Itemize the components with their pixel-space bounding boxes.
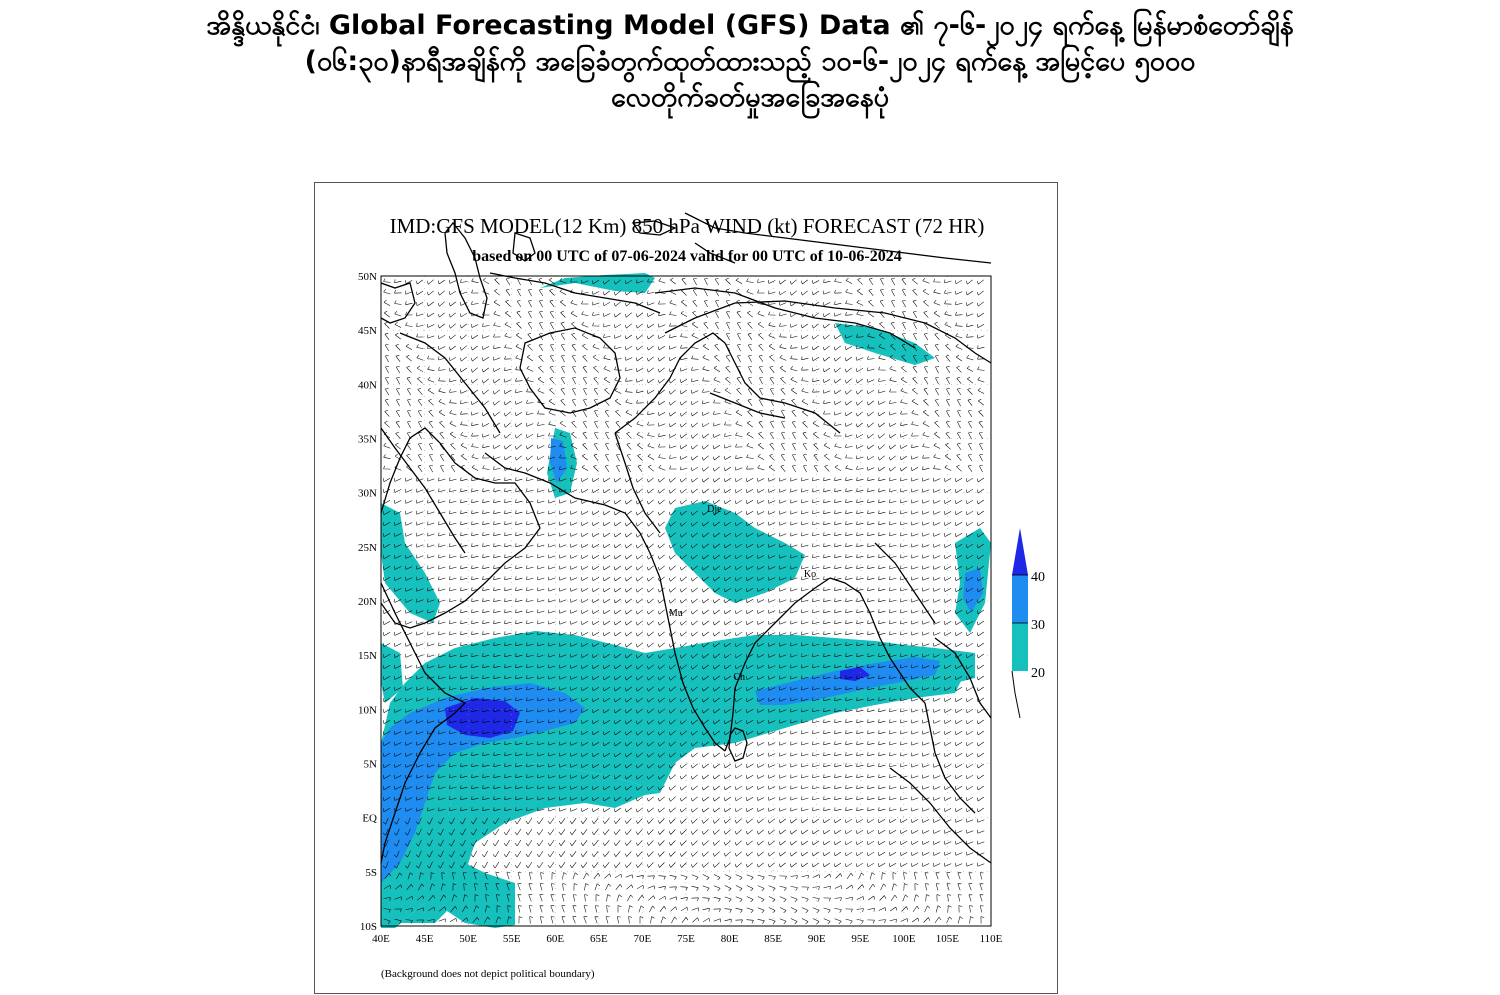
page-heading: အိန္ဒိယနိုင်ငံ၊ Global Forecasting Model… (0, 8, 1500, 116)
shade-20kt-gangetic (665, 501, 805, 603)
coast-myanmar (829, 577, 926, 704)
coastlines (380, 212, 992, 864)
lon-label: 80E (721, 933, 739, 945)
coast-india-north (614, 332, 841, 434)
lon-label: 110E (980, 933, 1003, 945)
lon-label: 65E (590, 933, 608, 945)
city-label: Mu (669, 608, 683, 619)
lat-label: 40N (358, 379, 377, 391)
coast-india-interior (614, 432, 661, 534)
legend-swatch-30 (1012, 575, 1028, 623)
lat-label: 30N (358, 488, 377, 500)
lon-label: 100E (892, 933, 916, 945)
shade-30kt-bay-of-bengal (755, 657, 940, 705)
lon-label: 40E (372, 933, 390, 945)
plot-area: Dje Ko Mu Ch (380, 212, 992, 928)
coast-afghanistan (519, 327, 621, 414)
coast-central-asia (489, 272, 661, 314)
lon-label: 45E (416, 933, 434, 945)
plot-border (380, 275, 992, 927)
shade-20kt-patch-west-coast (381, 643, 403, 703)
legend-tail (1011, 670, 1021, 719)
city-label: Ch (733, 672, 745, 683)
coast-sri-lanka (728, 727, 748, 762)
city-labels: Dje Ko Mu Ch (669, 504, 816, 683)
lon-label: 70E (634, 933, 652, 945)
wind-forecast-map: IMD:GFS MODEL(12 Km) 850 hPa WIND (kt) F… (314, 182, 1058, 994)
shade-20kt-patch-north (540, 273, 655, 293)
lat-label: EQ (362, 813, 377, 825)
lat-label: 15N (358, 650, 377, 662)
city-label: Dje (707, 504, 722, 515)
lat-label: 10S (360, 921, 377, 933)
lat-label: 45N (358, 325, 377, 337)
shade-40kt-core (445, 698, 520, 738)
lon-label: 55E (503, 933, 521, 945)
lon-label: 105E (936, 933, 960, 945)
coast-indochina-interior (874, 542, 936, 624)
latitude-labels: 50N 45N 40N 35N 30N 25N 20N 15N 10N 5N EQ 5S 10S (358, 271, 377, 933)
lat-label: 20N (358, 596, 377, 608)
shade-20kt-patch-iran (381, 503, 440, 623)
coast-nepal (709, 392, 786, 419)
lon-label: 95E (851, 933, 869, 945)
lat-lon-grid (381, 276, 991, 926)
coast-northeast (694, 242, 736, 264)
coast-caspian (444, 221, 488, 319)
heading-line-2: (၀၆:၃၀)နာရီအချိန်ကို အခြေခံတွက်ထုတ်ထားသည… (304, 46, 1196, 77)
lon-label: 85E (764, 933, 782, 945)
map-canvas: IMD:GFS MODEL(12 Km) 850 hPa WIND (kt) F… (358, 212, 1045, 980)
lat-label: 50N (358, 271, 377, 283)
shade-30kt-patch-north (550, 438, 567, 483)
coast-mongolia (684, 212, 992, 264)
coast-aral (512, 232, 536, 262)
lat-label: 35N (358, 434, 377, 446)
lat-label: 25N (358, 542, 377, 554)
lon-label: 90E (808, 933, 826, 945)
wind-barbs (382, 277, 985, 925)
map-title: IMD:GFS MODEL(12 Km) 850 hPa WIND (kt) F… (390, 214, 985, 238)
city-label: Ko (804, 569, 816, 580)
wind-barb-field (382, 277, 985, 925)
coast-malay (924, 702, 976, 814)
lat-label: 5N (364, 759, 378, 771)
coast-red-sea (380, 427, 466, 554)
coast-arabia (380, 427, 541, 629)
legend-swatch-40 (1012, 528, 1028, 575)
legend-label-40: 40 (1031, 570, 1045, 585)
coast-east-africa (380, 582, 467, 864)
legend-label-20: 20 (1031, 666, 1045, 681)
lon-label: 75E (677, 933, 695, 945)
longitude-labels: 40E 45E 50E 55E 60E 65E 70E 75E 80E 85E 90E 95E 100E… (372, 933, 1003, 945)
shade-20kt-south-tail (381, 813, 515, 928)
coast-sumatra (889, 767, 992, 864)
coast-indochina (934, 637, 992, 719)
coast-iran-pakistan (484, 452, 661, 579)
legend-swatch-20 (1012, 623, 1028, 671)
lat-label: 10N (358, 704, 377, 716)
coast-india-east (724, 577, 831, 752)
wind-speed-shading (381, 273, 991, 928)
lon-label: 50E (459, 933, 477, 945)
coast-tibet (664, 300, 992, 364)
lat-label: 5S (365, 867, 377, 879)
map-subtitle: based on 00 UTC of 07-06-2024 valid for … (472, 248, 901, 265)
coast-balkhash (631, 220, 677, 236)
heading-line-1: အိန္ဒိယနိုင်ငံ၊ Global Forecasting Model… (206, 10, 1294, 41)
coast-mediterranean (380, 282, 416, 324)
coast-iraq (399, 332, 501, 434)
wind-speed-legend: 40 30 20 (1011, 528, 1045, 719)
shade-30kt-patch-east (963, 568, 983, 613)
legend-label-30: 30 (1031, 618, 1045, 633)
heading-line-3: လေတိုက်ခတ်မှုအခြေအနေပုံ (610, 82, 890, 113)
map-footnote: (Background does not depict political bo… (381, 968, 595, 980)
lon-label: 60E (546, 933, 564, 945)
coast-tarim (654, 287, 916, 349)
coast-india-west (659, 577, 726, 752)
shade-20kt-patch-china (835, 323, 935, 365)
